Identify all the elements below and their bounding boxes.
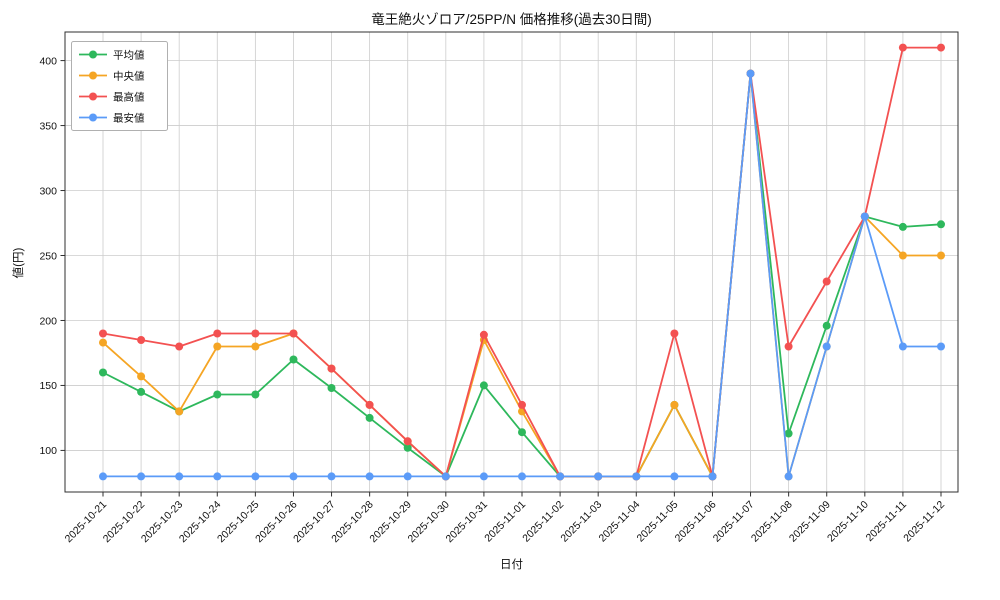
x-tick-label: 2025-11-10 (825, 499, 871, 545)
legend-label-max: 最高値 (113, 90, 145, 103)
marker-max (479, 330, 488, 339)
marker-min (289, 472, 298, 481)
y-tick-label: 250 (39, 250, 57, 262)
marker-max (137, 336, 146, 344)
marker-median (251, 342, 260, 351)
marker-max (822, 277, 831, 286)
marker-average (365, 413, 374, 422)
marker-min (365, 472, 374, 481)
marker-average (99, 368, 107, 377)
marker-max (213, 329, 222, 338)
legend-box (71, 41, 168, 131)
marker-average (479, 381, 488, 390)
marker-min (403, 472, 412, 481)
marker-average (937, 220, 945, 229)
marker-average (898, 222, 907, 231)
legend-item-average: 平均値 (79, 48, 145, 61)
marker-min (784, 472, 793, 481)
y-tick-label: 100 (39, 445, 57, 457)
marker-min (479, 472, 488, 481)
marker-max (365, 400, 374, 409)
marker-average (822, 321, 831, 330)
marker-max (937, 43, 945, 52)
marker-median (213, 342, 222, 351)
marker-average (784, 429, 793, 438)
y-tick-label: 150 (39, 380, 57, 392)
chart-title: 竜王絶火ゾロア/25PP/N 価格推移(過去30日間) (371, 12, 652, 27)
marker-average (403, 443, 412, 452)
marker-min (594, 472, 603, 481)
y-tick-label: 200 (39, 315, 57, 327)
plot-background (65, 32, 958, 492)
marker-min (746, 69, 755, 78)
marker-min (556, 472, 565, 481)
marker-average (213, 390, 222, 399)
marker-min (327, 472, 336, 481)
legend-marker-median (89, 71, 97, 80)
marker-average (137, 387, 146, 396)
legend-item-median: 中央値 (79, 69, 145, 82)
marker-average (518, 428, 526, 437)
marker-max (327, 364, 336, 373)
x-axis-ticks: 2025-10-212025-10-222025-10-232025-10-24… (63, 492, 947, 545)
marker-min (213, 472, 222, 481)
marker-min (670, 472, 679, 481)
marker-max (518, 400, 526, 409)
marker-min (632, 472, 641, 481)
marker-max (175, 342, 184, 351)
marker-median (99, 338, 107, 347)
legend-marker-average (89, 50, 97, 59)
grid-lines (65, 32, 958, 492)
marker-min (822, 342, 831, 351)
legend-label-median: 中央値 (113, 69, 145, 82)
marker-max (251, 329, 260, 338)
marker-min (708, 472, 717, 481)
marker-max (670, 329, 679, 338)
y-axis-label: 値(円) (13, 247, 25, 279)
marker-max (289, 329, 298, 338)
marker-min (137, 472, 146, 481)
marker-median (898, 251, 907, 260)
marker-min (441, 472, 450, 481)
legend-item-min: 最安値 (79, 111, 145, 124)
marker-average (251, 390, 260, 399)
x-axis-label: 日付 (500, 559, 523, 571)
y-axis-ticks: 100 150 200 250 300 350 400 (39, 55, 65, 457)
plot-border (64, 31, 959, 493)
marker-min (860, 212, 869, 221)
marker-median (137, 372, 146, 381)
marker-min (99, 472, 107, 481)
series-min (99, 69, 945, 481)
marker-average (327, 384, 336, 392)
legend-label-average: 平均値 (113, 48, 145, 61)
marker-max (403, 437, 412, 446)
marker-min (518, 472, 526, 481)
legend-marker-max (89, 92, 97, 101)
legend-item-max: 最高値 (79, 90, 145, 103)
legend-marker-min (89, 113, 97, 122)
marker-max (784, 342, 793, 351)
marker-median (175, 407, 184, 416)
marker-median (670, 400, 679, 409)
marker-min (175, 472, 184, 481)
marker-min (937, 342, 945, 351)
y-tick-label: 300 (39, 185, 57, 197)
marker-min (898, 342, 907, 351)
legend-label-min: 最安値 (113, 111, 145, 124)
x-tick-label: 2025-11-12 (901, 499, 947, 545)
marker-max (898, 43, 907, 52)
marker-max (99, 329, 107, 338)
marker-average (289, 355, 298, 364)
y-tick-label: 400 (39, 55, 57, 67)
y-tick-label: 350 (39, 120, 57, 132)
marker-min (251, 472, 260, 481)
marker-median (937, 251, 945, 260)
